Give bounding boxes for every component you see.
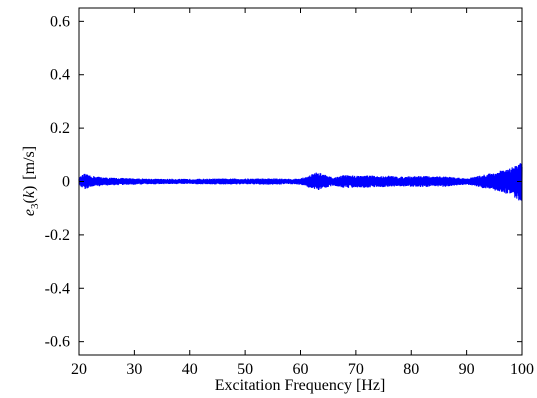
y-tick-label-6: 0.6: [50, 13, 70, 30]
y-tick-label-4: 0.2: [50, 120, 70, 137]
ticks-layer: [78, 8, 523, 355]
y-axis-label-arg-close: ): [21, 186, 38, 191]
y-axis-label: e3(k) [m/s]: [21, 146, 41, 216]
y-axis-label-subscript: 3: [29, 203, 41, 209]
x-tick-label-1: 30: [126, 361, 142, 378]
x-tick-label-4: 60: [293, 361, 309, 378]
x-tick-label-0: 20: [71, 361, 87, 378]
x-axis-label: Excitation Frequency [Hz]: [215, 377, 386, 394]
x-tick-label-3: 50: [237, 361, 253, 378]
y-axis-label-unit: [m/s]: [21, 146, 38, 180]
x-tick-label-7: 90: [459, 361, 475, 378]
series-line-e3: [78, 163, 523, 201]
y-tick-label-3: 0: [62, 174, 70, 191]
x-tick-label-5: 70: [348, 361, 364, 378]
x-tick-label-8: 100: [510, 361, 534, 378]
y-tick-label-5: 0.4: [50, 67, 70, 84]
y-tick-label-0: -0.6: [45, 334, 70, 351]
y-axis-label-arg: k: [21, 190, 38, 198]
y-axis-label-arg-open: (: [21, 198, 38, 203]
x-tick-label-6: 80: [403, 361, 419, 378]
y-tick-label-1: -0.4: [45, 280, 70, 297]
x-tick-labels: 20 30 40 50 60 70 80 90 100: [71, 361, 534, 378]
y-axis-label-symbol: e: [21, 209, 38, 216]
y-tick-label-2: -0.2: [45, 227, 70, 244]
signal-layer: [78, 163, 523, 201]
x-tick-label-2: 40: [182, 361, 198, 378]
y-tick-labels: -0.6 -0.4 -0.2 0 0.2 0.4 0.6: [45, 13, 70, 350]
